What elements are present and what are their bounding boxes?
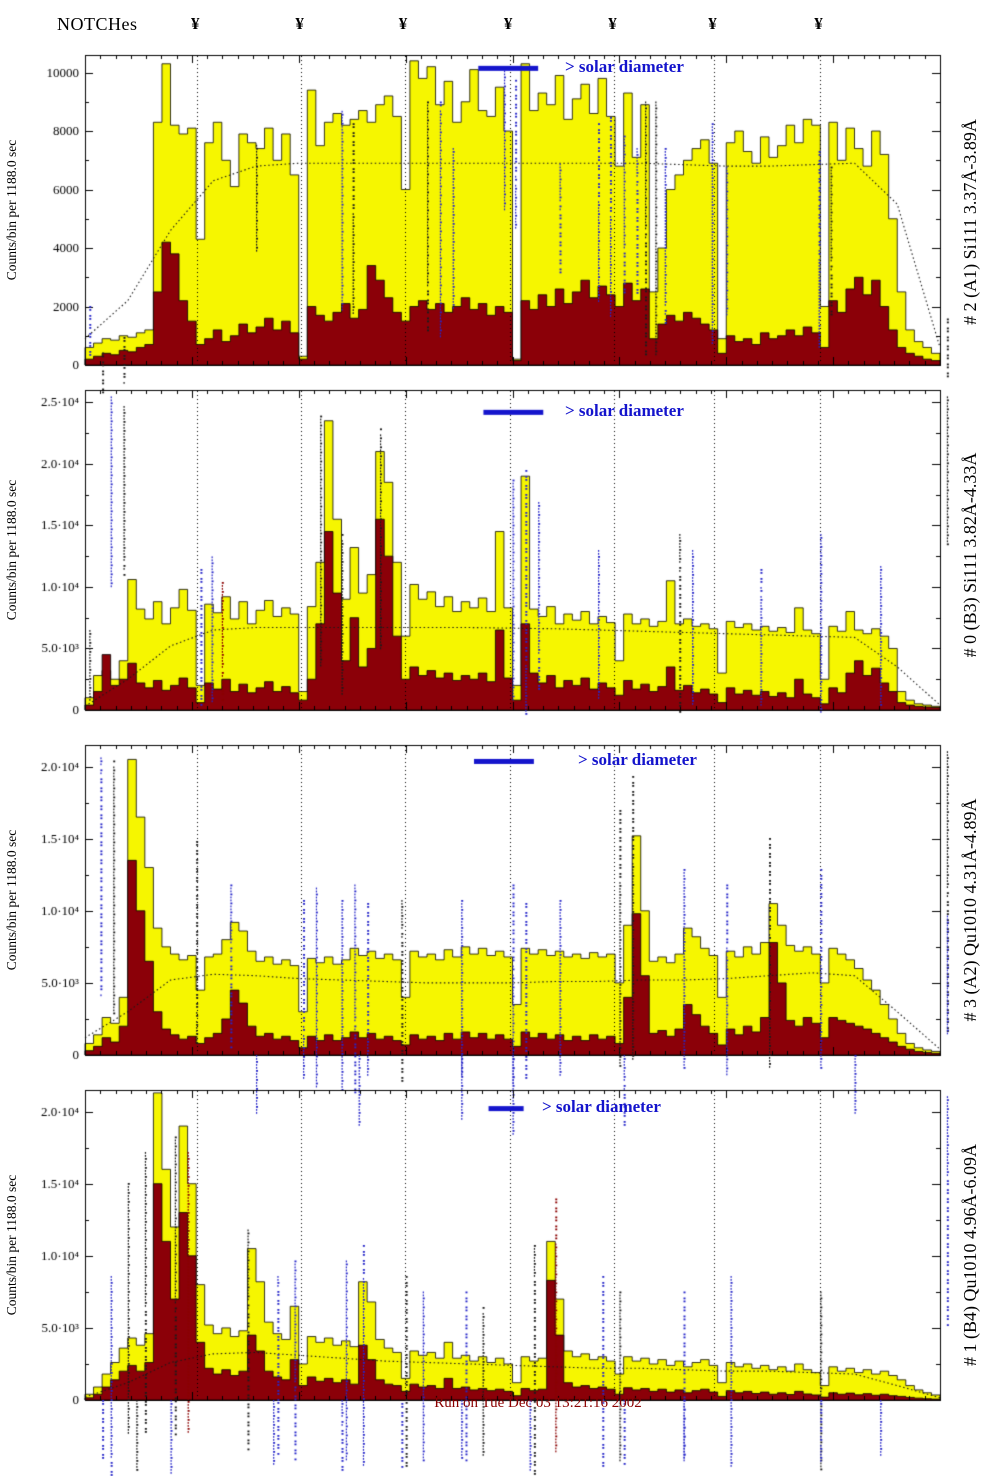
notch-symbol: ¥: [191, 14, 200, 33]
y-axis-title-panel4: Counts/bin per 1188.0 sec: [4, 1174, 19, 1316]
right-channel-title-panel3: # 3 (A2) Qu1010 4.31Å-4.89Å: [960, 798, 980, 1022]
y-axis-title-panel1: Counts/bin per 1188.0 sec: [4, 139, 19, 281]
notch-symbol: ¥: [398, 14, 408, 33]
notch-symbol-row: ¥ ¥ ¥ ¥ ¥ ¥ ¥: [0, 14, 1004, 42]
solar-diameter-label-panel2: > solar diameter: [565, 401, 684, 420]
right-channel-title-panel2: # 0 (B3) Si111 3.82Å-4.33Å: [960, 452, 980, 658]
solar-diameter-label-panel4: > solar diameter: [542, 1097, 661, 1116]
run-timestamp: Run on Tue Dec 03 13:21:16 2002: [434, 1395, 642, 1411]
notches-title: NOTCHes: [57, 14, 138, 34]
solar-diameter-label-panel3: > solar diameter: [578, 750, 697, 769]
solar-diameter-label-panel1: > solar diameter: [565, 57, 684, 76]
notch-symbol: ¥: [814, 14, 823, 33]
y-axis-title-panel2: Counts/bin per 1188.0 sec: [4, 479, 19, 621]
notch-symbol: ¥: [295, 14, 304, 33]
right-channel-title-panel1: # 2 (A1) Si111 3.37Å-3.89Å: [960, 119, 980, 325]
notch-symbol: ¥: [708, 14, 717, 33]
notch-symbol: ¥: [503, 14, 513, 33]
y-axis-title-panel3: Counts/bin per 1188.0 sec: [4, 829, 19, 971]
notch-symbol: ¥: [608, 14, 617, 33]
right-channel-title-panel4: # 1 (B4) Qu1010 4.96Å-6.09Å: [960, 1144, 980, 1366]
